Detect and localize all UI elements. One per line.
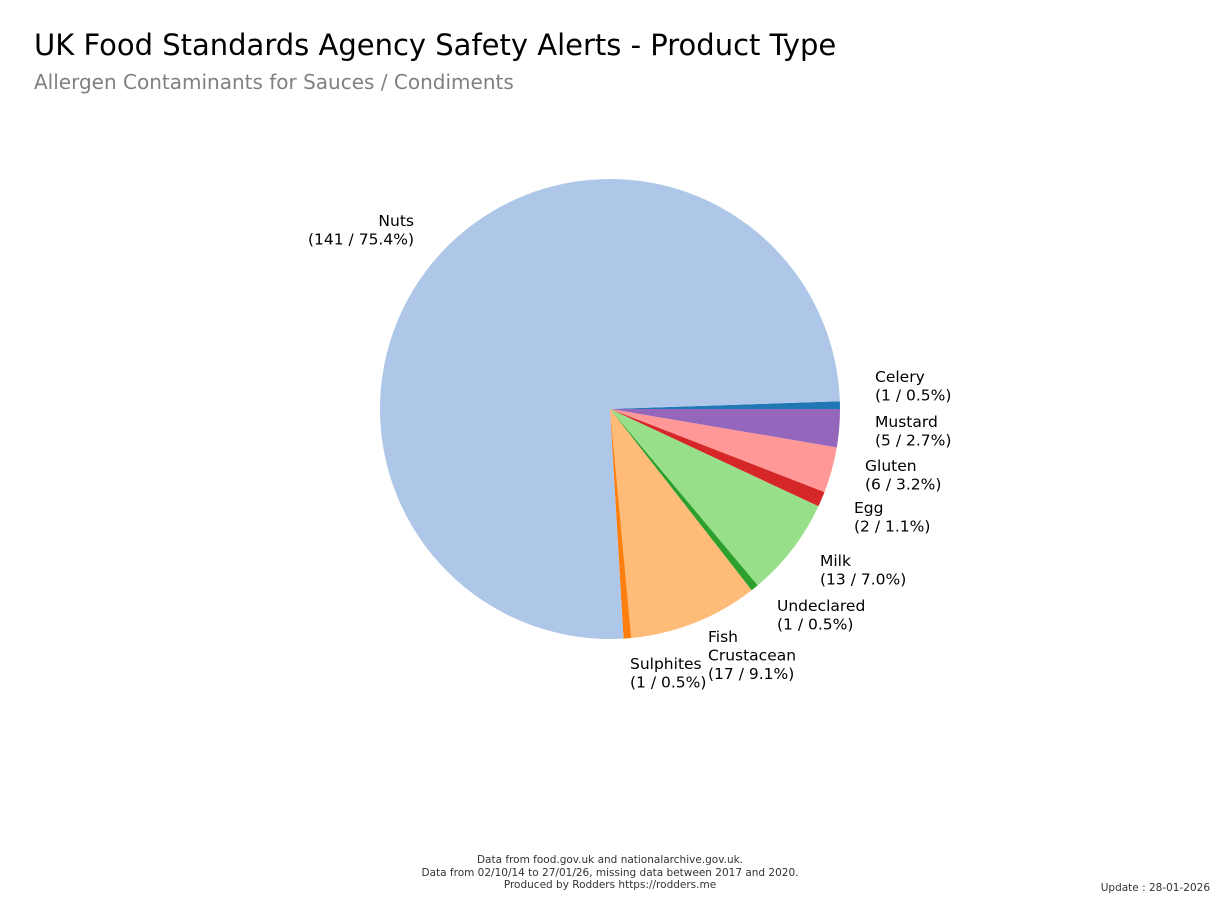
slice-label: Nuts (141 / 75.4%) xyxy=(308,212,414,249)
pie-slice-undeclared xyxy=(610,409,758,591)
slice-label: Undeclared (1 / 0.5%) xyxy=(777,597,865,634)
slice-label: Milk (13 / 7.0%) xyxy=(820,552,906,589)
update-date: Update : 28-01-2026 xyxy=(1100,882,1210,894)
slice-label: Mustard (5 / 2.7%) xyxy=(875,413,951,450)
slice-label: Gluten (6 / 3.2%) xyxy=(865,457,941,494)
slice-label: Fish Crustacean (17 / 9.1%) xyxy=(708,628,796,683)
pie-slice-fish-crustacean xyxy=(610,409,752,639)
pie-slice-sulphites xyxy=(610,409,632,639)
pie-slice-egg xyxy=(610,409,825,507)
slice-label: Celery (1 / 0.5%) xyxy=(875,368,951,405)
footer-line: Produced by Rodders https://rodders.me xyxy=(503,879,717,891)
chart-subtitle: Allergen Contaminants for Sauces / Condi… xyxy=(34,70,514,94)
pie-slice-mustard xyxy=(610,409,840,448)
pie-slice-milk xyxy=(610,409,819,586)
pie-slice-nuts xyxy=(379,178,840,639)
slice-label: Egg (2 / 1.1%) xyxy=(854,499,930,536)
slice-label: Sulphites (1 / 0.5%) xyxy=(630,655,706,692)
chart-title: UK Food Standards Agency Safety Alerts -… xyxy=(34,28,837,62)
pie-slice-celery xyxy=(610,401,840,409)
footer-line: Data from 02/10/14 to 27/01/26, missing … xyxy=(421,866,799,879)
footer-line: Data from food.gov.uk and nationalarchiv… xyxy=(476,854,744,866)
pie-slice-gluten xyxy=(610,409,837,493)
footer: Data from food.gov.uk and nationalarchiv… xyxy=(0,854,1220,892)
